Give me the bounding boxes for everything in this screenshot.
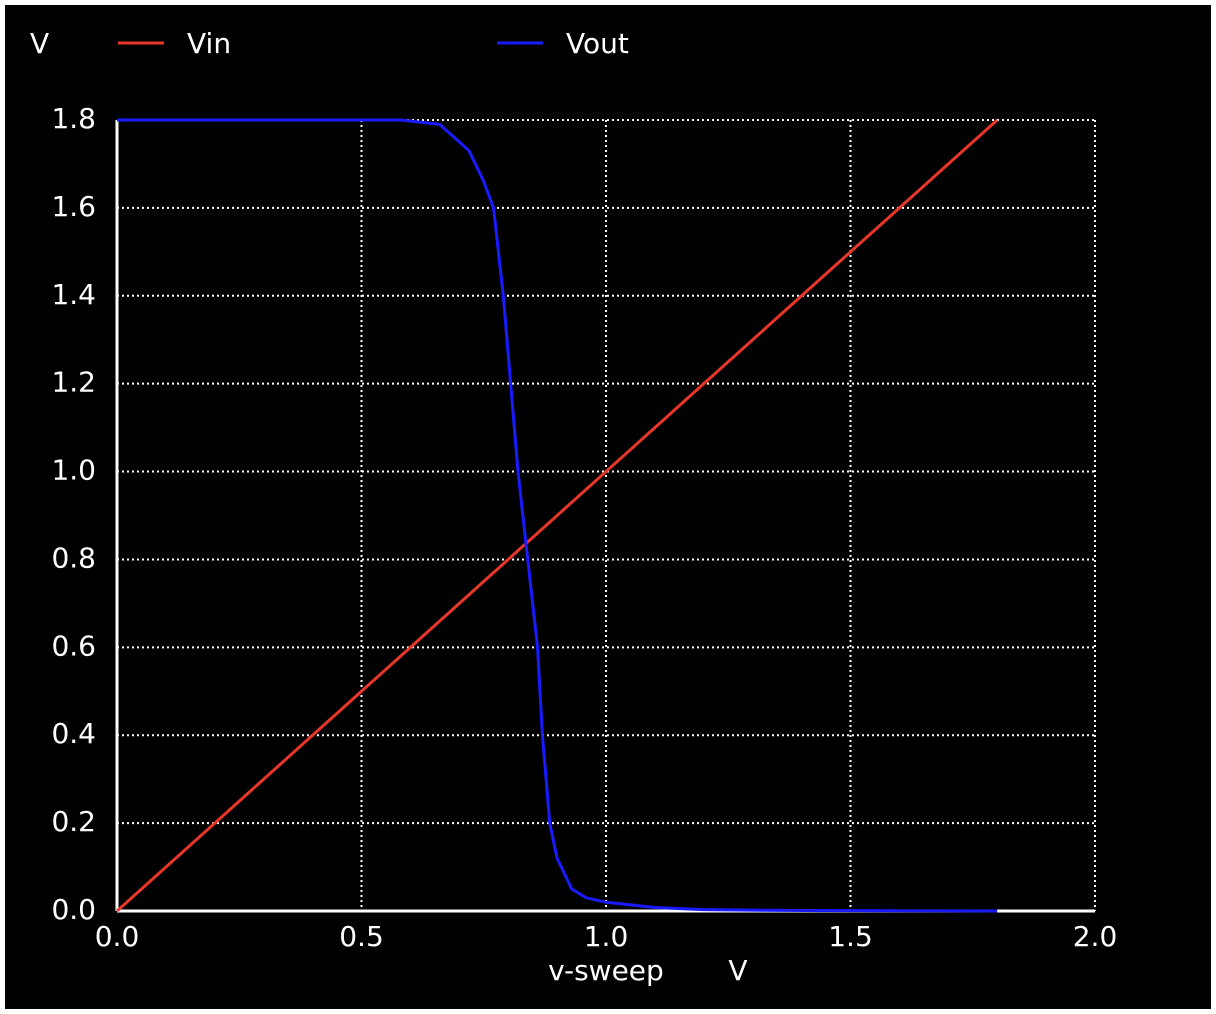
series-line <box>115 118 999 913</box>
y-tick-label: 1.8 <box>51 102 96 135</box>
y-tick-label: 0.8 <box>51 541 96 574</box>
x-tick-label: 0.0 <box>95 920 140 953</box>
y-tick-label: 1.6 <box>51 190 96 223</box>
y-tick-label: 1.4 <box>51 278 96 311</box>
y-tick-label: 0.0 <box>51 893 96 926</box>
series-line <box>117 118 998 913</box>
legend-label: Vout <box>566 27 629 60</box>
y-tick-label: 0.2 <box>51 805 96 838</box>
x-tick-label: 0.5 <box>339 920 384 953</box>
x-tick-label: 2.0 <box>1073 920 1118 953</box>
y-tick-label: 0.6 <box>51 629 96 662</box>
x-axis-label: v-sweep <box>548 954 664 987</box>
y-tick-label: 1.0 <box>51 454 96 487</box>
y-tick-label: 1.2 <box>51 366 96 399</box>
x-tick-label: 1.0 <box>584 920 629 953</box>
plot-background <box>5 5 1211 1009</box>
x-tick-label: 1.5 <box>828 920 873 953</box>
y-tick-label: 0.4 <box>51 717 96 750</box>
y-axis-label: V <box>30 27 49 60</box>
x-axis-unit: V <box>728 954 747 987</box>
legend-label: Vin <box>187 27 231 60</box>
